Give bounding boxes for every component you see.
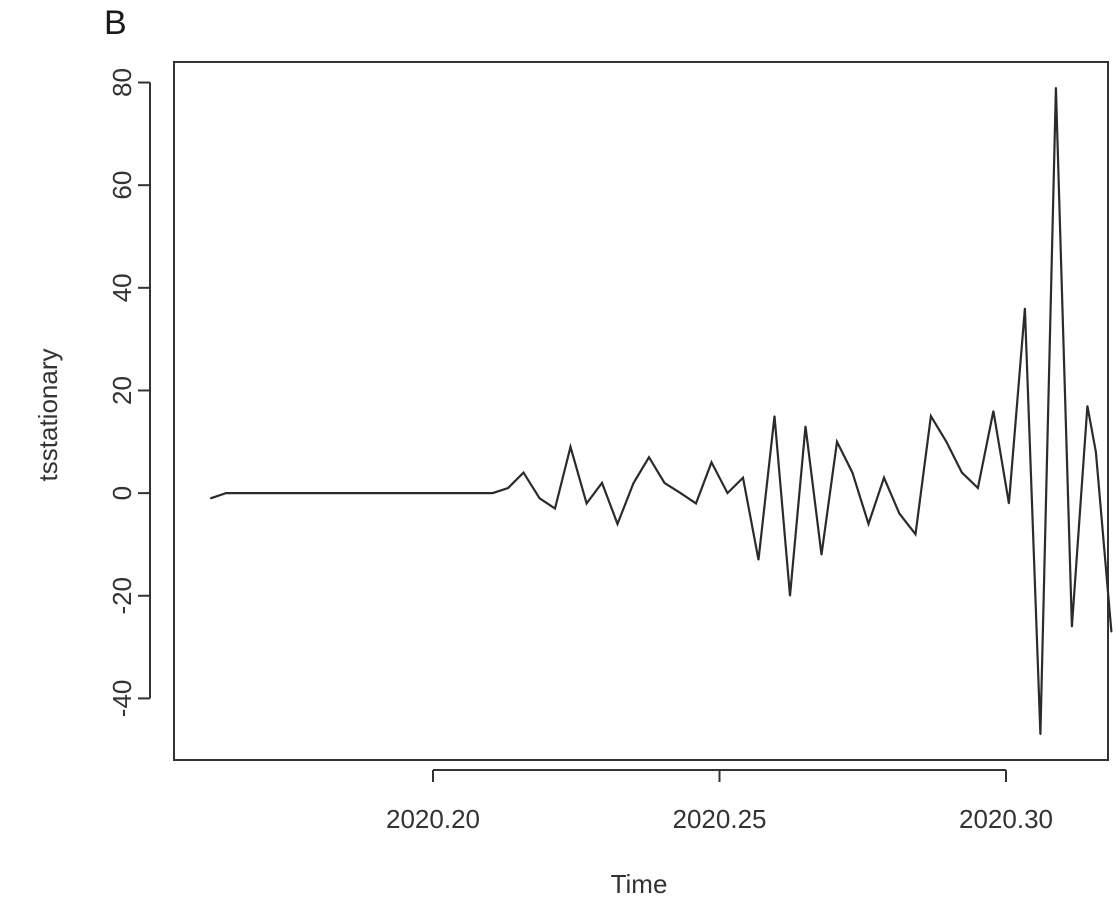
- data-point: [601, 482, 603, 484]
- data-point: [1008, 502, 1010, 505]
- x-tick-label: 2020.25: [673, 804, 767, 834]
- data-point: [883, 476, 885, 479]
- x-axis: 2020.20 2020.25 2020.30: [386, 769, 1053, 834]
- data-point: [241, 492, 243, 494]
- y-tick-label: 60: [107, 171, 137, 200]
- data-point: [945, 441, 948, 443]
- data-point: [554, 507, 556, 510]
- data-point: [491, 492, 494, 494]
- data-point: [663, 482, 666, 484]
- data-point: [335, 492, 338, 494]
- data-point: [413, 492, 415, 494]
- data-point: [382, 492, 384, 494]
- data-point: [272, 492, 274, 494]
- y-tick-label: -40: [107, 680, 137, 718]
- data-point: [1095, 451, 1097, 453]
- data-point: [1024, 307, 1026, 310]
- data-point: [209, 497, 212, 500]
- data-point: [616, 523, 619, 525]
- data-point: [992, 410, 995, 412]
- x-axis-title: Time: [611, 869, 668, 899]
- data-point: [742, 476, 744, 479]
- data-point: [851, 471, 854, 474]
- data-point: [350, 492, 353, 494]
- y-tick-label: 40: [107, 273, 137, 302]
- y-axis-title: tsstationary: [33, 349, 63, 482]
- data-points: [209, 86, 1113, 736]
- data-point: [538, 497, 541, 500]
- data-point: [1055, 86, 1057, 89]
- data-point: [726, 492, 729, 494]
- data-point: [1039, 733, 1042, 736]
- x-tick-label: 2020.20: [386, 804, 480, 834]
- data-point: [460, 492, 462, 494]
- y-axis: -40 -20 0 20 40 60 80: [107, 68, 151, 718]
- data-point: [507, 487, 509, 489]
- data-point: [757, 559, 760, 561]
- plot-frame: [173, 61, 1109, 761]
- data-point: [522, 471, 525, 474]
- data-point: [225, 492, 227, 494]
- series-line: [210, 87, 1113, 735]
- data-point: [444, 492, 447, 494]
- data-point: [930, 415, 932, 417]
- x-tick-label: 2020.30: [959, 804, 1053, 834]
- data-point: [961, 471, 963, 474]
- data-point: [288, 492, 291, 494]
- data-point: [648, 456, 650, 459]
- data-point: [585, 502, 588, 505]
- data-point: [319, 492, 321, 494]
- data-point: [820, 553, 823, 556]
- data-point: [1086, 405, 1089, 407]
- data-point: [476, 492, 478, 494]
- y-tick-label: 80: [107, 68, 137, 97]
- data-point: [977, 487, 979, 489]
- data-point: [429, 492, 431, 494]
- y-tick-label: -20: [107, 577, 137, 615]
- data-point: [397, 492, 400, 494]
- data-point: [1071, 625, 1073, 628]
- data-point: [256, 492, 259, 494]
- data-point: [898, 512, 901, 515]
- data-point: [867, 523, 870, 525]
- y-tick-label: 20: [107, 376, 137, 405]
- data-point: [303, 492, 306, 494]
- data-point: [914, 533, 917, 535]
- data-point: [773, 415, 776, 417]
- data-point: [1110, 630, 1113, 633]
- data-point: [789, 595, 791, 597]
- data-point: [836, 441, 838, 443]
- data-point: [710, 461, 713, 464]
- data-point: [632, 482, 635, 484]
- panel-label: B: [104, 4, 127, 42]
- data-point: [695, 502, 697, 505]
- y-tick-label: 0: [107, 486, 137, 500]
- data-point: [804, 425, 807, 428]
- data-point: [679, 492, 682, 494]
- data-point: [366, 492, 368, 494]
- data-point: [569, 446, 572, 448]
